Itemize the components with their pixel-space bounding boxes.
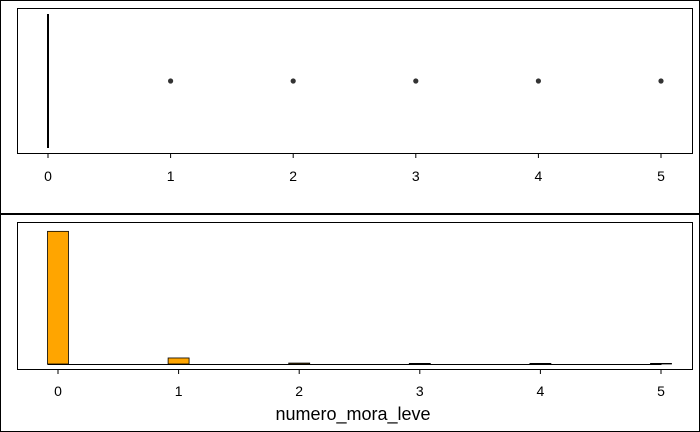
histogram-x-axis-label: numero_mora_leve [275, 404, 430, 425]
histogram-bar [47, 230, 69, 365]
boxplot-outlier-point [413, 78, 419, 84]
histogram-tick-label: 2 [295, 383, 303, 399]
histogram-plot-frame [17, 222, 693, 370]
histogram-tick-label: 1 [175, 383, 183, 399]
histogram-tick-label: 4 [537, 383, 545, 399]
boxplot-outlier-point [290, 78, 296, 84]
histogram-bar [167, 357, 190, 365]
boxplot-outliers [168, 78, 664, 84]
boxplot-outlier-point [168, 78, 174, 84]
histogram-panel-border [0, 214, 700, 432]
boxplot-tick-label: 0 [44, 168, 52, 184]
histogram-tick-label: 3 [416, 383, 424, 399]
histogram-tick-label: 5 [657, 383, 665, 399]
boxplot-panel: 0 1 2 3 4 5 [0, 0, 700, 214]
histogram-bar [408, 362, 431, 365]
boxplot-outlier-point [658, 78, 664, 84]
histogram-panel: 0 1 2 3 4 5 numero_mora_leve [0, 214, 700, 432]
histogram-bar [288, 362, 311, 365]
boxplot-panel-border [0, 0, 700, 214]
histogram-bars [47, 230, 672, 365]
boxplot-tick-label: 1 [167, 168, 175, 184]
boxplot-tick-label: 3 [412, 168, 420, 184]
boxplot-tick-label: 2 [289, 168, 297, 184]
boxplot-tick-label: 4 [535, 168, 543, 184]
boxplot-plot-frame [17, 8, 693, 154]
histogram-bar [529, 362, 552, 365]
boxplot-tick-label: 5 [657, 168, 665, 184]
histogram-bar [650, 362, 672, 365]
histogram-tick-label: 0 [54, 383, 62, 399]
boxplot-x-axis: 0 1 2 3 4 5 [44, 153, 665, 184]
boxplot-outlier-point [535, 78, 542, 84]
histogram-x-axis: 0 1 2 3 4 5 [54, 369, 665, 399]
